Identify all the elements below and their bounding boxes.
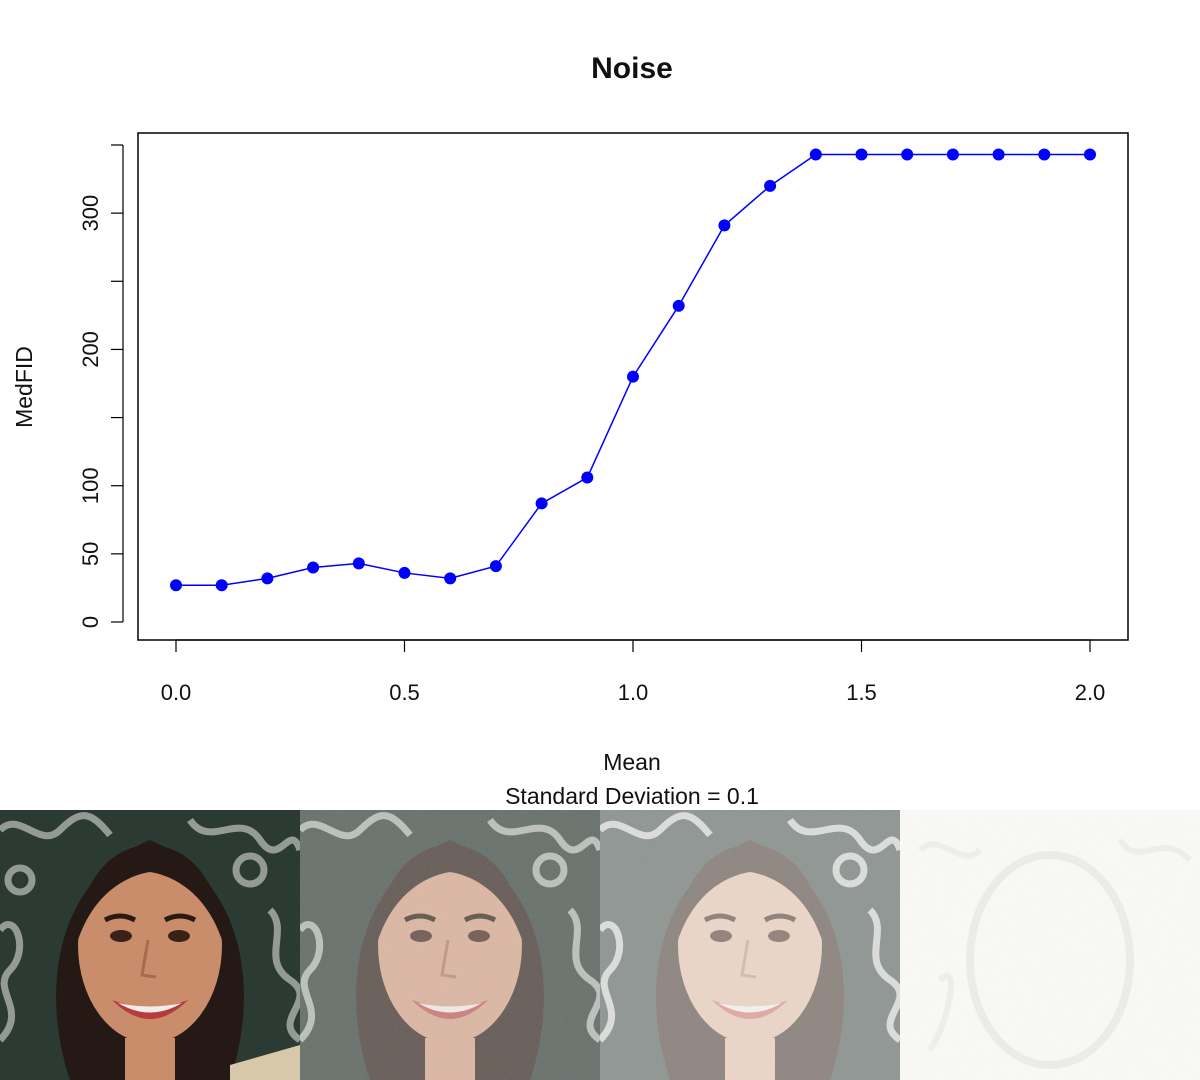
data-point (1038, 148, 1051, 161)
data-point (809, 148, 822, 161)
data-point (535, 497, 548, 510)
data-point (261, 572, 274, 585)
x-tick-label: 1.0 (618, 680, 649, 705)
y-tick-label: 300 (78, 195, 103, 232)
data-point (398, 566, 411, 579)
data-point (672, 299, 685, 312)
x-axis: 0.0 0.5 1.0 1.5 2.0 (161, 639, 1106, 705)
data-point (718, 219, 731, 232)
data-point (855, 148, 868, 161)
data-point (215, 579, 228, 592)
x-tick-label: 1.5 (846, 680, 877, 705)
y-tick-label: 100 (78, 467, 103, 504)
x-tick-label: 2.0 (1075, 680, 1106, 705)
x-axis-title: Mean (603, 749, 661, 775)
y-axis: 0 50 100 200 300 (78, 144, 124, 628)
face-image-strip (0, 810, 1200, 1080)
face-noise-mean-0.5 (300, 810, 600, 1080)
y-tick-label: 200 (78, 331, 103, 368)
face-noise-mean-1.0 (600, 810, 900, 1080)
y-tick-label: 50 (78, 542, 103, 566)
chart-title: Noise (591, 52, 673, 85)
y-tick-label: 0 (78, 616, 103, 628)
x-tick-label: 0.5 (389, 680, 420, 705)
series-line (176, 153, 1090, 586)
data-point (946, 148, 959, 161)
data-point (992, 148, 1005, 161)
data-point (764, 179, 777, 192)
data-point (307, 561, 320, 574)
plot-frame (137, 132, 1129, 641)
data-point (1084, 148, 1096, 161)
data-point (581, 471, 594, 484)
face-noise-mean-2.0 (900, 810, 1200, 1080)
data-point (901, 148, 914, 161)
face-original (0, 810, 300, 1080)
data-point (352, 557, 365, 570)
series-layer (170, 148, 1096, 592)
data-point (627, 370, 639, 383)
x-tick-label: 0.0 (161, 680, 192, 705)
y-axis-title: MedFID (11, 346, 37, 428)
x-axis-subtitle: Standard Deviation = 0.1 (505, 783, 759, 809)
data-point (170, 579, 182, 592)
data-point (489, 560, 502, 573)
data-point (444, 572, 457, 585)
